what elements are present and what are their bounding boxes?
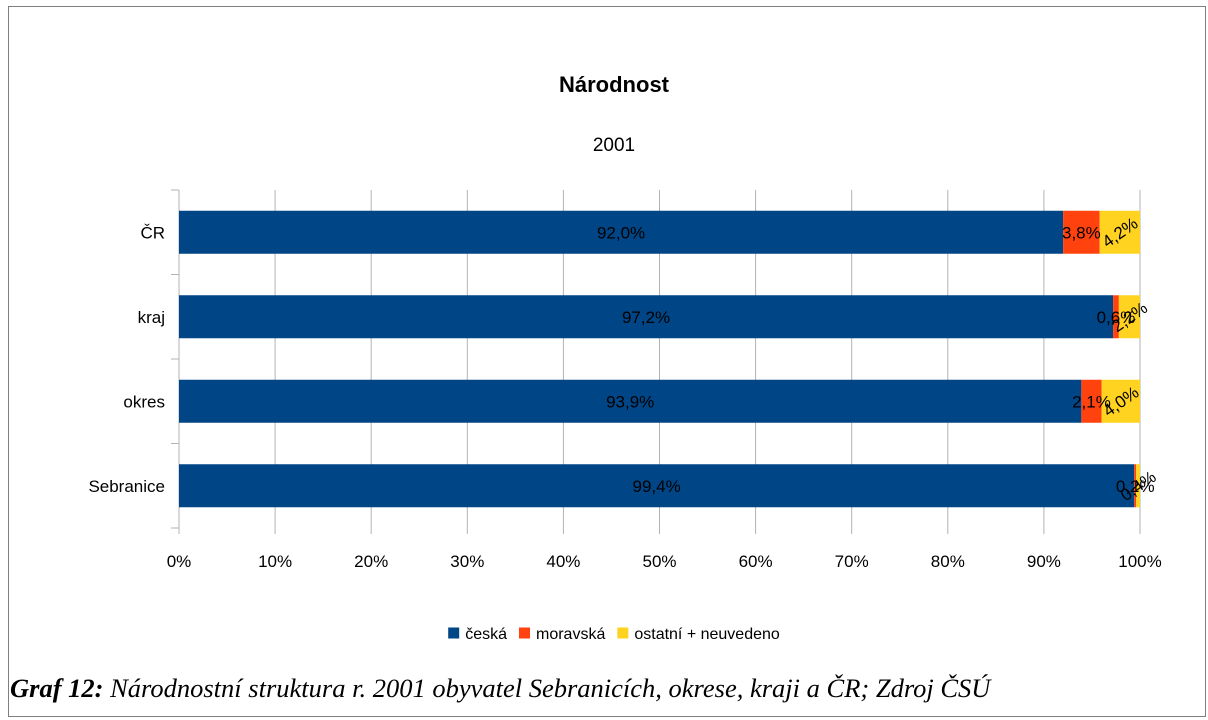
data-label: 99,4% — [633, 477, 681, 496]
x-tick-label: 70% — [835, 552, 869, 571]
bar-segment — [1136, 464, 1140, 508]
data-label: 97,2% — [622, 308, 670, 327]
plot-area: 0% 10% 20% 30% 40% 50% 60% 70% 80% 90% 100% ČR 92,0%… — [88, 189, 1162, 571]
legend: česká moravská ostatní + neuvedeno — [448, 626, 780, 643]
y-tick-label: kraj — [138, 308, 165, 327]
bar-segment — [179, 295, 1114, 339]
bar-segment — [179, 379, 1082, 423]
legend-swatch — [448, 627, 460, 639]
bar-segment — [1063, 210, 1100, 254]
data-label: 0,6% — [1097, 308, 1136, 327]
bar-segment — [179, 210, 1064, 254]
bar-segment — [179, 464, 1135, 508]
x-tick-label: 10% — [258, 552, 292, 571]
caption-text: Národnostní struktura r. 2001 obyvatel S… — [103, 673, 991, 703]
x-tick-label: 40% — [546, 552, 580, 571]
data-label: 0,2% — [1116, 477, 1155, 496]
x-tick-label: 0% — [167, 552, 192, 571]
x-tick-label: 90% — [1027, 552, 1061, 571]
chart-frame — [8, 6, 1206, 717]
x-tick-label: 30% — [450, 552, 484, 571]
x-tick-label: 80% — [931, 552, 965, 571]
bar-segment — [1113, 295, 1119, 339]
data-label: 92,0% — [597, 223, 645, 242]
legend-label: moravská — [536, 626, 605, 643]
x-tick-label: 20% — [354, 552, 388, 571]
legend-label: ostatní + neuvedeno — [634, 626, 780, 643]
y-tick-label: okres — [123, 392, 165, 411]
legend-label: česká — [465, 626, 507, 643]
legend-swatch — [518, 627, 530, 639]
bar-segment — [1118, 295, 1140, 339]
data-label: 2,1% — [1072, 392, 1111, 411]
chart-subtitle: 2001 — [593, 135, 635, 156]
y-tick-label: Sebranice — [88, 477, 165, 496]
bar-segment — [1134, 464, 1137, 508]
bar-segment — [1099, 210, 1140, 254]
chart-title: Národnost — [559, 72, 670, 97]
x-tick-label: 100% — [1118, 552, 1161, 571]
legend-swatch — [617, 627, 629, 639]
x-tick-label: 50% — [642, 552, 676, 571]
y-tick-label: ČR — [140, 223, 165, 242]
bar-segment — [1101, 379, 1140, 423]
data-label: 93,9% — [606, 392, 654, 411]
figure-caption: Graf 12: Národnostní struktura r. 2001 o… — [10, 664, 1206, 712]
x-tick-label: 60% — [739, 552, 773, 571]
bar-segment — [1081, 379, 1102, 423]
caption-label: Graf 12: — [10, 673, 104, 703]
data-label: 3,8% — [1062, 223, 1101, 242]
